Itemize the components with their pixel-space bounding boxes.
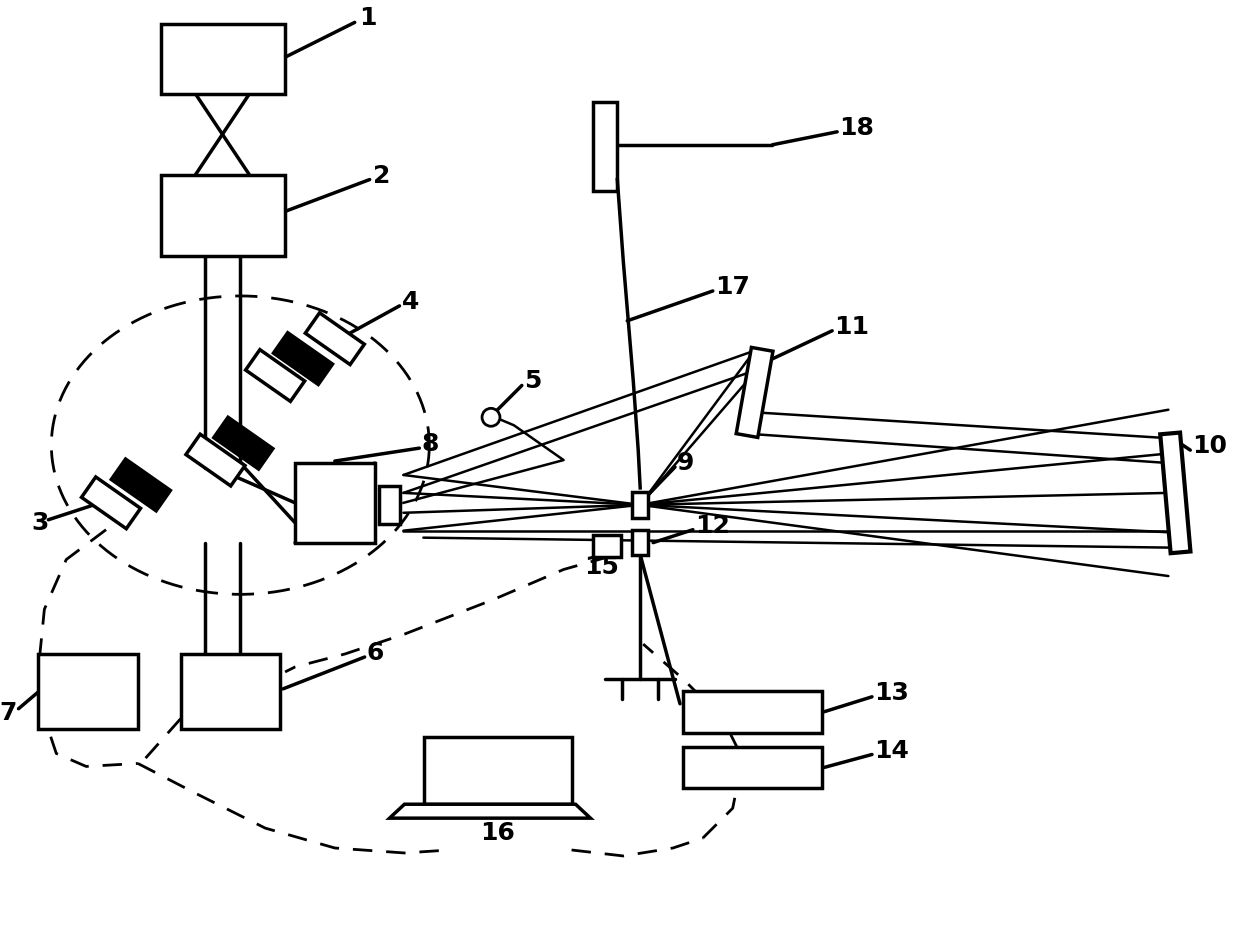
Text: 17: 17 bbox=[714, 275, 750, 299]
Bar bbox=[594, 102, 618, 192]
Polygon shape bbox=[305, 312, 365, 364]
Bar bbox=[161, 25, 285, 94]
Text: 14: 14 bbox=[874, 738, 909, 763]
Polygon shape bbox=[246, 349, 305, 401]
Bar bbox=[683, 691, 822, 733]
Text: 18: 18 bbox=[839, 116, 874, 140]
Bar bbox=[594, 534, 621, 557]
Text: 12: 12 bbox=[694, 514, 730, 538]
Text: 10: 10 bbox=[1192, 434, 1228, 458]
Bar bbox=[632, 530, 649, 554]
Polygon shape bbox=[186, 434, 246, 486]
Text: 15: 15 bbox=[584, 555, 619, 580]
Bar bbox=[378, 486, 401, 524]
Text: 4: 4 bbox=[402, 290, 419, 314]
Bar bbox=[683, 747, 822, 788]
Circle shape bbox=[482, 409, 500, 427]
Bar bbox=[632, 492, 649, 517]
Polygon shape bbox=[213, 417, 273, 469]
Text: 2: 2 bbox=[373, 163, 391, 188]
Bar bbox=[38, 654, 138, 729]
Text: 7: 7 bbox=[0, 700, 16, 725]
Bar bbox=[295, 464, 374, 543]
Text: 6: 6 bbox=[367, 641, 384, 665]
Polygon shape bbox=[274, 332, 332, 384]
Bar bbox=[161, 175, 285, 256]
Text: 13: 13 bbox=[874, 681, 909, 705]
Text: 16: 16 bbox=[481, 821, 516, 845]
Text: 9: 9 bbox=[677, 451, 694, 475]
Polygon shape bbox=[389, 804, 590, 818]
Bar bbox=[424, 736, 572, 804]
Text: 5: 5 bbox=[523, 369, 541, 394]
Polygon shape bbox=[737, 347, 773, 437]
Text: 11: 11 bbox=[835, 314, 869, 339]
Text: 8: 8 bbox=[422, 432, 439, 456]
Polygon shape bbox=[112, 459, 170, 511]
Polygon shape bbox=[82, 477, 140, 529]
Text: 1: 1 bbox=[358, 7, 376, 30]
Text: 3: 3 bbox=[31, 511, 48, 534]
Bar bbox=[181, 654, 280, 729]
Polygon shape bbox=[1161, 432, 1190, 553]
